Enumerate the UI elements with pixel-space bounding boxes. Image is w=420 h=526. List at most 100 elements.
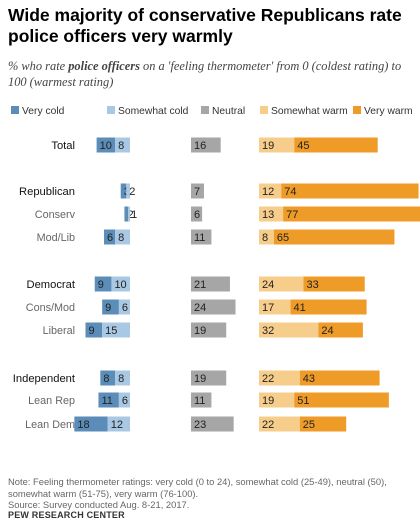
bar-total-very-warm <box>294 137 378 153</box>
value-label-mod-lib-very-cold: 6 <box>107 232 113 244</box>
bar-democrat-somewhat-warm <box>259 276 304 292</box>
legend-swatch-somewhat-cold <box>107 106 115 114</box>
bar-independent-somewhat-cold <box>115 370 130 386</box>
value-label-lean-rep-somewhat-cold: 6 <box>122 395 128 407</box>
bar-total-somewhat-warm <box>259 137 295 153</box>
category-label-cons-mod: Cons/Mod <box>26 302 75 314</box>
value-label-independent-somewhat-cold: 8 <box>118 373 124 385</box>
legend-label-somewhat-warm: Somewhat warm <box>271 106 348 117</box>
value-label-independent-somewhat-warm: 22 <box>262 373 274 385</box>
value-label-democrat-neutral: 21 <box>194 279 206 291</box>
bar-cons-mod-very-warm <box>290 299 367 315</box>
legend-label-somewhat-cold: Somewhat cold <box>118 106 189 117</box>
value-label-democrat-somewhat-warm: 24 <box>262 279 274 291</box>
category-label-conserv: Conserv <box>35 209 76 221</box>
bar-total-very-cold <box>96 137 116 153</box>
bar-lean-rep-somewhat-warm <box>259 392 295 408</box>
value-label-cons-mod-somewhat-cold: 6 <box>122 302 128 314</box>
organization-label: PEW RESEARCH CENTER <box>8 510 125 520</box>
value-label-mod-lib-somewhat-warm: 8 <box>262 232 268 244</box>
category-label-liberal: Liberal <box>43 325 75 337</box>
bar-republican-somewhat-warm <box>259 183 282 199</box>
subtitle-post: on a 'feeling thermometer' from 0 (colde… <box>8 59 402 89</box>
bar-independent-neutral <box>191 370 227 386</box>
bar-lean-dem-somewhat-warm <box>259 416 300 432</box>
bar-conserv-somewhat-cold <box>128 206 130 222</box>
bar-republican-neutral <box>191 183 204 199</box>
value-label-lean-dem-somewhat-warm: 22 <box>262 419 274 431</box>
bar-lean-dem-very-cold <box>74 416 108 432</box>
value-label-independent-very-warm: 43 <box>303 373 315 385</box>
value-label-independent-neutral: 19 <box>194 373 206 385</box>
bar-democrat-somewhat-cold <box>111 276 130 292</box>
bar-liberal-very-warm <box>318 322 363 338</box>
value-label-republican-very-warm: 74 <box>284 186 296 198</box>
stacked-bar-chart: Very cold Somewhat cold Neutral Somewhat wa… <box>11 106 420 432</box>
legend-swatch-neutral <box>201 106 209 114</box>
chart-title: Wide majority of conservative Republican… <box>8 5 402 46</box>
legend-label-very-cold: Very cold <box>22 106 65 117</box>
note-text: Note: Feeling thermometer ratings: very … <box>8 476 387 499</box>
value-label-democrat-very-cold: 9 <box>98 279 104 291</box>
category-label-republican: Republican <box>19 186 75 198</box>
bar-lean-rep-very-cold <box>98 392 119 408</box>
value-label-lean-dem-neutral: 23 <box>194 419 206 431</box>
legend-swatch-very-warm <box>353 106 361 114</box>
bar-liberal-very-cold <box>85 322 103 338</box>
bar-mod-lib-somewhat-cold <box>115 229 130 245</box>
bar-total-somewhat-cold <box>115 137 130 153</box>
bar-independent-somewhat-warm <box>259 370 300 386</box>
bar-lean-dem-very-warm <box>299 416 347 432</box>
chart-subtitle: % who rate police officers on a 'feeling… <box>8 58 412 90</box>
subtitle-pre: % who rate <box>8 59 69 73</box>
value-label-conserv-somewhat-cold: 1 <box>131 209 137 221</box>
bar-conserv-very-cold <box>124 206 129 222</box>
chart-note: Note: Feeling thermometer ratings: very … <box>8 476 418 511</box>
bar-republican-somewhat-cold <box>126 183 130 199</box>
value-label-liberal-somewhat-warm: 32 <box>262 325 274 337</box>
legend-swatch-somewhat-warm <box>260 106 268 114</box>
legend-label-neutral: Neutral <box>212 106 245 117</box>
category-label-democrat: Democrat <box>27 279 76 291</box>
bar-democrat-very-cold <box>94 276 112 292</box>
value-label-independent-very-cold: 8 <box>103 373 109 385</box>
bar-conserv-very-warm <box>283 206 420 222</box>
bar-mod-lib-very-cold <box>104 229 116 245</box>
bar-independent-very-cold <box>100 370 116 386</box>
bar-liberal-somewhat-cold <box>102 322 130 338</box>
value-label-republican-somewhat-warm: 12 <box>262 186 274 198</box>
bar-cons-mod-very-cold <box>102 299 119 315</box>
value-label-liberal-very-cold: 9 <box>88 325 94 337</box>
value-label-lean-rep-somewhat-warm: 19 <box>262 395 274 407</box>
value-label-cons-mod-very-warm: 41 <box>294 302 306 314</box>
bar-republican-very-warm <box>281 183 419 199</box>
value-label-democrat-somewhat-cold: 10 <box>114 279 126 291</box>
subtitle-emphasis: police officers <box>68 59 140 73</box>
bar-cons-mod-neutral <box>191 299 236 315</box>
bar-mod-lib-somewhat-warm <box>259 229 274 245</box>
bar-lean-dem-somewhat-cold <box>107 416 130 432</box>
bar-lean-rep-very-warm <box>294 392 389 408</box>
source-text: Source: Survey conducted Aug. 8-21, 2017… <box>8 499 190 510</box>
bar-lean-rep-somewhat-cold <box>118 392 130 408</box>
category-label-mod-lib: Mod/Lib <box>37 232 75 244</box>
bar-conserv-neutral <box>191 206 203 222</box>
value-label-total-somewhat-warm: 19 <box>262 140 274 152</box>
bar-republican-very-cold <box>120 183 127 199</box>
value-label-liberal-very-warm: 24 <box>321 325 333 337</box>
value-label-total-neutral: 16 <box>194 140 206 152</box>
value-label-mod-lib-very-warm: 65 <box>277 232 289 244</box>
value-label-lean-dem-very-warm: 25 <box>303 419 315 431</box>
category-label-lean-rep: Lean Rep <box>28 395 75 407</box>
value-label-mod-lib-neutral: 11 <box>194 232 205 244</box>
bar-cons-mod-somewhat-warm <box>259 299 291 315</box>
bar-total-neutral <box>191 137 221 153</box>
bar-democrat-very-warm <box>303 276 365 292</box>
bar-lean-rep-neutral <box>191 392 212 408</box>
value-label-lean-rep-very-warm: 51 <box>297 395 309 407</box>
value-label-cons-mod-very-cold: 9 <box>105 302 111 314</box>
value-label-lean-dem-very-cold: 18 <box>77 419 89 431</box>
category-label-total: Total <box>51 140 75 152</box>
legend-swatch-very-cold <box>11 106 19 114</box>
legend-label-very-warm: Very warm <box>364 106 413 117</box>
